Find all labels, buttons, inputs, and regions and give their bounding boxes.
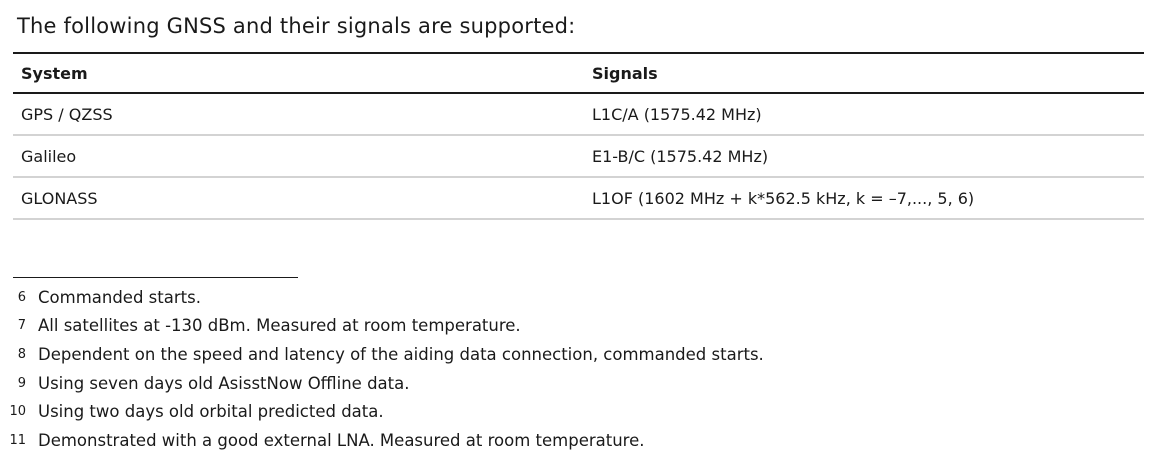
footnote-item: 6 Commanded starts. — [0, 283, 764, 312]
footnote-item: 9 Using seven days old AsisstNow Offline… — [0, 369, 764, 398]
footnote-number: 11 — [9, 432, 26, 448]
footnote-item: 8 Dependent on the speed and latency of … — [0, 340, 764, 369]
footnote-text: Demonstrated with a good external LNA. M… — [38, 430, 645, 450]
cell-signals: L1C/A (1575.42 MHz) — [584, 93, 1144, 136]
cell-system: Galileo — [13, 135, 584, 178]
cell-signals: E1-B/C (1575.42 MHz) — [584, 135, 1144, 178]
footnotes-list: 6 Commanded starts. 7 All satellites at … — [0, 283, 764, 455]
footnote-text: Using two days old orbital predicted dat… — [38, 402, 384, 422]
footnote-number: 8 — [17, 346, 26, 362]
footnote-divider — [13, 277, 298, 278]
header-system: System — [13, 52, 584, 94]
footnote-text: All satellites at -130 dBm. Measured at … — [38, 316, 521, 336]
footnote-item: 11 Demonstrated with a good external LNA… — [0, 426, 764, 455]
footnote-item: 7 All satellites at -130 dBm. Measured a… — [0, 312, 764, 341]
table-header-row: System Signals — [13, 52, 1144, 94]
cell-system: GLONASS — [13, 177, 584, 220]
footnote-number: 7 — [17, 318, 26, 334]
gnss-signals-table: System Signals GPS / QZSS L1C/A (1575.42… — [13, 52, 1144, 220]
table-row: GLONASS L1OF (1602 MHz + k*562.5 kHz, k … — [13, 177, 1144, 220]
footnote-number: 9 — [17, 375, 26, 391]
footnote-text: Commanded starts. — [38, 287, 201, 307]
cell-system: GPS / QZSS — [13, 93, 584, 136]
cell-signals: L1OF (1602 MHz + k*562.5 kHz, k = –7,...… — [584, 177, 1144, 220]
footnote-item: 10 Using two days old orbital predicted … — [0, 397, 764, 426]
footnote-text: Dependent on the speed and latency of th… — [38, 344, 764, 364]
footnote-number: 6 — [17, 289, 26, 305]
table-row: GPS / QZSS L1C/A (1575.42 MHz) — [13, 93, 1144, 136]
footnote-number: 10 — [9, 404, 26, 420]
intro-text: The following GNSS and their signals are… — [17, 14, 576, 38]
footnote-text: Using seven days old AsisstNow Offline d… — [38, 373, 410, 393]
table-row: Galileo E1-B/C (1575.42 MHz) — [13, 135, 1144, 178]
header-signals: Signals — [584, 52, 1144, 94]
